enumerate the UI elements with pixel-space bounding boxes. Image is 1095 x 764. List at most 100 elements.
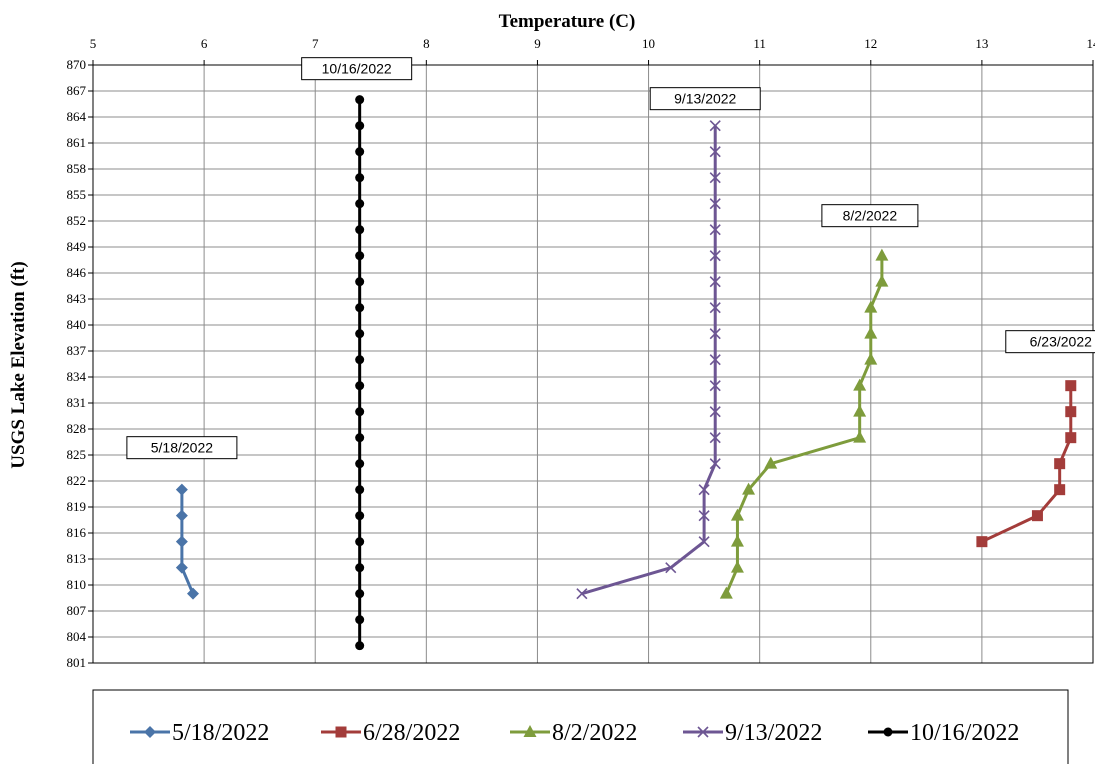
data-point (709, 328, 721, 340)
y-tick-label: 840 (67, 317, 87, 332)
y-tick-label: 825 (67, 447, 87, 462)
data-point (698, 536, 710, 548)
x-tick-label: 9 (534, 36, 541, 51)
callout-label: 9/13/2022 (674, 91, 736, 107)
y-tick-label: 870 (67, 57, 87, 72)
data-point (698, 510, 710, 522)
y-tick-label: 858 (67, 161, 87, 176)
y-tick-label: 828 (67, 421, 87, 436)
data-point (976, 536, 988, 548)
y-tick-label: 819 (67, 499, 87, 514)
data-point (355, 381, 365, 391)
data-point (875, 248, 889, 261)
legend-item: 8/2/2022 (510, 720, 637, 746)
x-tick-label: 14 (1087, 36, 1095, 51)
data-point (709, 250, 721, 262)
data-point (355, 121, 365, 131)
data-point (355, 225, 365, 235)
callout-label: 5/18/2022 (151, 440, 213, 456)
x-axis-ticks: 5 6 7 8 9 10 11 12 13 14 (90, 36, 1095, 65)
x-tick-label: 13 (975, 36, 988, 51)
legend-marker (697, 726, 709, 738)
y-tick-label: 813 (67, 551, 87, 566)
data-point (709, 146, 721, 158)
data-point (187, 587, 199, 600)
series-5-18-2022 (175, 483, 199, 600)
data-point (1065, 406, 1077, 418)
data-point (355, 511, 365, 521)
callout-label: 6/23/2022 (1030, 334, 1092, 350)
data-point (719, 586, 733, 599)
x-tick-label: 7 (312, 36, 319, 51)
callout-box (649, 87, 761, 111)
callout-box (821, 204, 919, 228)
y-tick-label: 810 (67, 577, 87, 592)
data-point (355, 459, 365, 469)
data-point (864, 300, 878, 313)
data-point (709, 276, 721, 288)
data-point (355, 433, 365, 443)
data-point (355, 641, 365, 651)
legend-label: 6/28/2022 (363, 720, 460, 746)
data-point (1054, 484, 1066, 496)
series-9-13-2022 (576, 120, 721, 600)
y-tick-label: 861 (67, 135, 87, 150)
series-6-28-2022 (976, 380, 1077, 548)
data-point (355, 589, 365, 599)
legend-marker (523, 725, 537, 737)
data-point (355, 303, 365, 313)
data-point (709, 302, 721, 314)
x-tick-label: 6 (201, 36, 208, 51)
data-point (175, 509, 188, 522)
data-point (355, 537, 365, 547)
x-tick-label: 11 (753, 36, 766, 51)
x-tick-label: 12 (864, 36, 877, 51)
data-point (709, 120, 721, 132)
y-tick-label: 867 (67, 83, 87, 98)
data-point (355, 485, 365, 495)
y-tick-label: 807 (67, 603, 87, 618)
y-tick-label: 801 (67, 655, 87, 670)
data-point (709, 172, 721, 184)
x-tick-label: 10 (642, 36, 655, 51)
data-point (875, 274, 889, 287)
legend-label: 9/13/2022 (725, 720, 822, 746)
data-point (355, 407, 365, 417)
data-point (665, 562, 677, 574)
y-tick-label: 831 (67, 395, 87, 410)
data-point (709, 458, 721, 470)
data-point (730, 560, 744, 573)
legend-box (92, 689, 1069, 764)
y-tick-label: 843 (67, 291, 87, 306)
y-tick-label: 864 (67, 109, 87, 124)
y-tick-label: 855 (67, 187, 87, 202)
legend-item: 9/13/2022 (683, 720, 822, 746)
data-point (355, 277, 365, 287)
y-axis-title: USGS Lake Elevation (ft) (8, 261, 29, 468)
y-axis-ticks: 801 804 807 810 813 816 819 822 825 828 831 834 837 8… (67, 57, 93, 670)
legend-marker (883, 727, 893, 737)
legend-label: 5/18/2022 (172, 720, 269, 746)
y-tick-label: 816 (67, 525, 87, 540)
data-point (355, 147, 365, 157)
x-tick-label: 8 (423, 36, 430, 51)
grid (92, 64, 1094, 664)
data-point (355, 615, 365, 625)
data-point (764, 456, 778, 469)
legend-item: 10/16/2022 (868, 720, 1019, 746)
legend-marker (335, 726, 347, 738)
data-point (853, 378, 867, 391)
series-10-16-2022 (355, 95, 365, 651)
legend-item: 6/28/2022 (321, 720, 460, 746)
data-point (698, 484, 710, 496)
y-tick-label: 837 (67, 343, 87, 358)
y-tick-label: 846 (67, 265, 87, 280)
data-point (355, 563, 365, 573)
legend-item: 5/18/2022 (130, 720, 269, 746)
plot-area-border (92, 64, 1094, 664)
y-tick-label: 849 (67, 239, 87, 254)
data-point (709, 224, 721, 236)
series-callouts: 5/18/2022 6/23/2022 8/2/2022 9/13/2022 10/16… (126, 57, 1095, 460)
data-point (730, 508, 744, 521)
callout-label: 10/16/2022 (322, 61, 392, 77)
